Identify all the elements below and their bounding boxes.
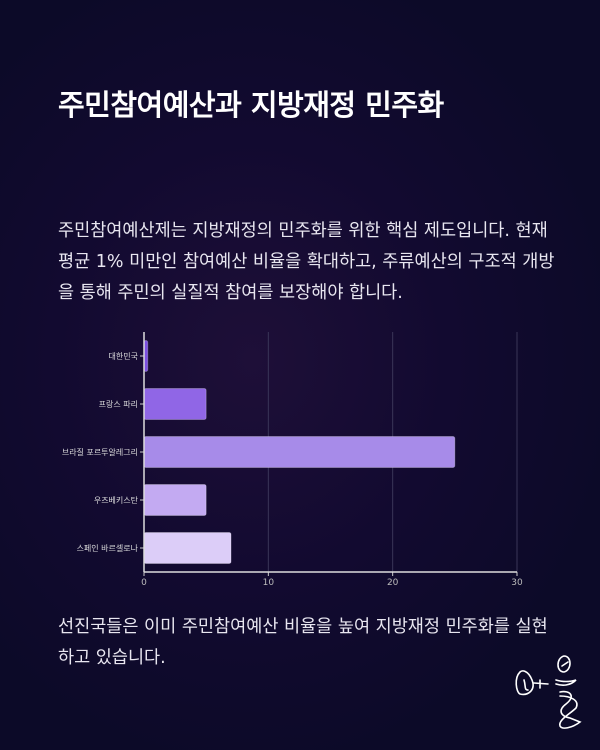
bar — [143, 532, 232, 564]
y-tick-label: 우즈베키스탄 — [94, 495, 139, 505]
page-title: 주민참여예산과 지방재정 민주화 — [58, 88, 444, 122]
x-tick-label: 10 — [263, 578, 275, 588]
y-tick-label: 프랑스 파리 — [99, 399, 138, 409]
y-tick-label: 대한민국 — [109, 351, 138, 361]
y-tick-label: 스페인 바르셀로나 — [77, 543, 139, 553]
bar — [143, 484, 207, 516]
bar — [143, 388, 207, 420]
x-tick-label: 30 — [511, 578, 523, 588]
x-tick-label: 20 — [387, 578, 399, 588]
x-tick-label: 0 — [141, 578, 147, 588]
logo — [515, 655, 582, 729]
y-tick-label: 브라질 포르투알레그리 — [62, 447, 138, 457]
bar — [143, 436, 456, 468]
conclusion-paragraph: 선진국들은 이미 주민참여예산 비율을 높여 지방재정 민주화를 실현하고 있습… — [58, 617, 548, 668]
intro-paragraph: 주민참여예산제는 지방재정의 민주화를 위한 핵심 제도입니다. 현재 평균 1… — [58, 221, 555, 303]
